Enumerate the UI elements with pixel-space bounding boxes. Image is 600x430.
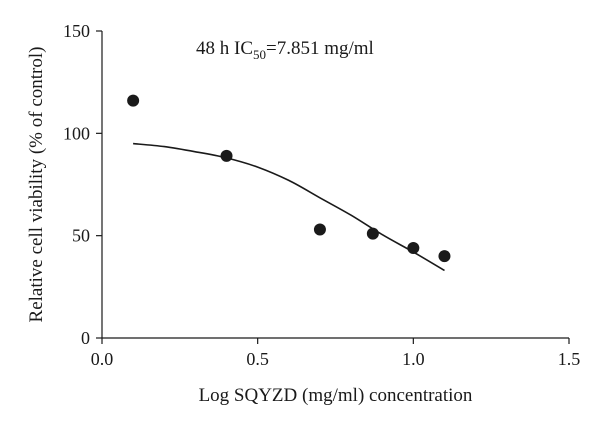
y-axis-title: Relative cell viability (% of control) [26,47,47,323]
axes [101,31,569,339]
x-ticks: 0.0 0.5 1.0 1.5 [91,338,581,369]
x-tick-label: 0.0 [91,349,114,369]
y-ticks: 0 50 100 150 [63,21,102,348]
x-tick-label: 1.0 [402,349,425,369]
ic50-annotation-suffix: =7.851 mg/ml [266,38,374,59]
y-tick-label: 100 [63,123,90,143]
data-point [407,241,420,254]
y-tick-label: 150 [63,21,90,41]
x-tick-label: 1.5 [558,349,581,369]
data-point [127,94,140,107]
data-point [438,250,451,263]
ic50-annotation: 48 h IC50=7.851 mg/ml [196,38,374,62]
y-tick-label: 0 [81,328,90,348]
data-point [313,223,326,236]
x-axis-title: Log SQYZD (mg/ml) concentration [199,385,473,406]
ic50-annotation-prefix: 48 h IC [196,38,253,59]
data-point [220,149,233,162]
fit-curve [133,142,445,272]
x-tick-label: 0.5 [246,349,269,369]
data-point [366,227,379,240]
data-points [127,94,451,263]
ic50-annotation-subscript: 50 [253,47,266,62]
y-tick-label: 50 [72,226,90,246]
